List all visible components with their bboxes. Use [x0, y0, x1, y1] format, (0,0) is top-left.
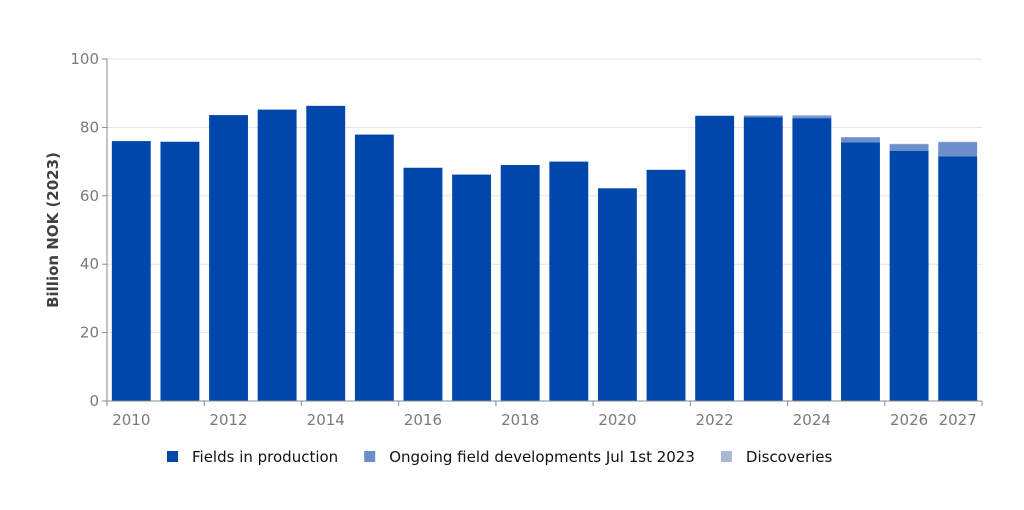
- gridlines: [107, 58, 982, 334]
- axes: [106, 59, 982, 402]
- y-tick-label-60: 60: [80, 187, 99, 205]
- legend-label-1: Fields in production: [192, 448, 338, 466]
- x-tick-label-2012: 2012: [209, 411, 247, 429]
- bar-2027-series-1: [938, 156, 978, 401]
- x-tick-label-2022: 2022: [696, 411, 734, 429]
- x-tick-label-2010: 2010: [112, 411, 150, 429]
- x-tick-label-2018: 2018: [501, 411, 539, 429]
- bar-2026-series-2: [889, 144, 929, 151]
- legend-label-2: Ongoing field developments Jul 1st 2023: [389, 448, 695, 466]
- bar-2018-series-1: [500, 165, 540, 401]
- x-tick-label-2020: 2020: [598, 411, 636, 429]
- x-tick-label-2027: 2027: [939, 411, 977, 429]
- y-tick-labels: 0 20 40 60 80 100: [70, 50, 107, 410]
- bar-2019-series-1: [549, 161, 589, 401]
- legend-swatch-1: [167, 451, 178, 462]
- bar-2016-series-1: [403, 167, 443, 401]
- bar-2023-series-2: [743, 115, 783, 118]
- bar-2025-series-2: [841, 137, 880, 143]
- legend: Fields in production Ongoing field develo…: [167, 448, 833, 466]
- bar-2023-series-3: [743, 115, 783, 116]
- y-axis-title: Billion NOK (2023): [44, 152, 62, 308]
- bar-2026-series-1: [889, 150, 929, 401]
- x-tick-label-2024: 2024: [793, 411, 831, 429]
- x-tick-label-2014: 2014: [307, 411, 345, 429]
- x-tick-labels: 2010 2012 2014 2016 2018 2020 2022 2024 2026 2027: [106, 401, 983, 429]
- bar-2027-series-2: [938, 142, 978, 157]
- legend-swatch-2: [364, 451, 376, 462]
- bar-2022-series-1: [695, 115, 735, 401]
- bar-2012-series-1: [209, 115, 248, 401]
- y-tick-label-0: 0: [89, 392, 99, 410]
- bar-2024-series-1: [792, 118, 832, 401]
- bars: [111, 105, 978, 401]
- legend-swatch-3: [720, 451, 732, 462]
- bar-2021-series-1: [646, 169, 686, 401]
- bar-2010-series-1: [111, 141, 151, 401]
- bar-2020-series-1: [597, 188, 637, 401]
- bar-2025-series-1: [841, 142, 880, 401]
- y-tick-label-80: 80: [80, 118, 99, 136]
- bar-2011-series-1: [160, 141, 200, 401]
- bar-2015-series-1: [354, 134, 394, 401]
- bar-2014-series-1: [306, 105, 346, 401]
- y-tick-label-40: 40: [80, 255, 99, 273]
- x-tick-label-2026: 2026: [890, 411, 928, 429]
- y-tick-label-20: 20: [80, 324, 99, 342]
- y-tick-label-100: 100: [70, 50, 99, 68]
- legend-label-3: Discoveries: [746, 448, 833, 466]
- bar-2024-series-2: [792, 116, 832, 119]
- bar-2017-series-1: [452, 174, 492, 401]
- bar-2023-series-1: [743, 117, 783, 401]
- bar-2013-series-1: [257, 109, 297, 401]
- bar-2024-series-3: [792, 115, 832, 117]
- x-tick-label-2016: 2016: [404, 411, 442, 429]
